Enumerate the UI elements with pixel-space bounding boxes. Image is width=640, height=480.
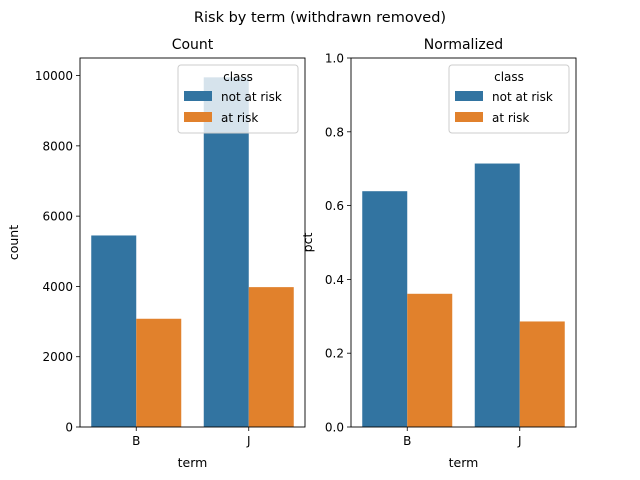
bar-at-risk-B	[407, 293, 453, 427]
y-tick-label: 0.6	[325, 199, 344, 213]
bar-at-risk-J	[248, 287, 294, 427]
x-axis-label: term	[178, 455, 208, 470]
legend-title: class	[494, 70, 524, 84]
legend-label-1: at risk	[492, 111, 529, 125]
bar-not-at-risk-J	[203, 77, 249, 427]
bar-at-risk-J	[519, 321, 565, 427]
x-tick-label: B	[403, 434, 411, 448]
bar-not-at-risk-J	[474, 163, 520, 427]
bar-at-risk-B	[136, 318, 182, 427]
y-tick-label: 1.0	[325, 52, 344, 66]
legend-label-1: at risk	[221, 111, 258, 125]
y-tick-label: 2000	[42, 350, 73, 364]
axes-frame	[350, 57, 577, 428]
bar-not-at-risk-B	[362, 191, 408, 427]
legend-swatch-0	[455, 91, 483, 101]
bar-not-at-risk-B	[91, 235, 137, 427]
chart-title: Count	[172, 37, 214, 53]
y-tick-label: 0.8	[325, 125, 344, 139]
legend-label-0: not at risk	[492, 90, 553, 104]
legend-swatch-1	[184, 112, 212, 122]
legend: class not at risk at risk	[448, 64, 570, 134]
chart-title: Normalized	[424, 37, 503, 53]
legend: class not at risk at risk	[177, 64, 299, 134]
x-tick-label: J	[517, 434, 522, 448]
y-tick-label: 8000	[42, 139, 73, 153]
y-axis-label: pct	[300, 233, 315, 253]
y-tick-label: 0.2	[325, 347, 344, 361]
x-tick-label: J	[246, 434, 251, 448]
y-tick-label: 6000	[42, 210, 73, 224]
legend-label-0: not at risk	[221, 90, 282, 104]
x-axis-label: term	[449, 455, 479, 470]
count-chart-panel: Count B J 0 2000 4000 6000 8000 10000 term count cl…	[6, 37, 306, 470]
y-tick-label: 0.0	[325, 421, 344, 435]
normalized-chart-panel: Normalized B J 0.0 0.2 0.4 0.6 0.8 1.0 term pct cla…	[300, 37, 577, 470]
y-tick-label: 0	[65, 421, 73, 435]
legend-title: class	[223, 70, 253, 84]
y-tick-label: 4000	[42, 280, 73, 294]
y-axis-label: count	[6, 225, 21, 260]
legend-swatch-0	[184, 91, 212, 101]
y-tick-label: 0.4	[325, 273, 344, 287]
figure-suptitle: Risk by term (withdrawn removed)	[194, 10, 446, 26]
x-tick-label: B	[132, 434, 140, 448]
axes-frame	[79, 57, 306, 428]
legend-swatch-1	[455, 112, 483, 122]
y-tick-label: 10000	[35, 69, 73, 83]
